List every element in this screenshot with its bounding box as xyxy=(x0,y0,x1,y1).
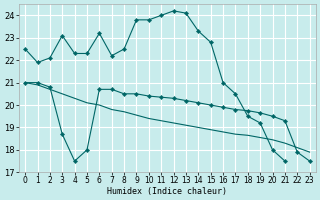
X-axis label: Humidex (Indice chaleur): Humidex (Indice chaleur) xyxy=(108,187,228,196)
